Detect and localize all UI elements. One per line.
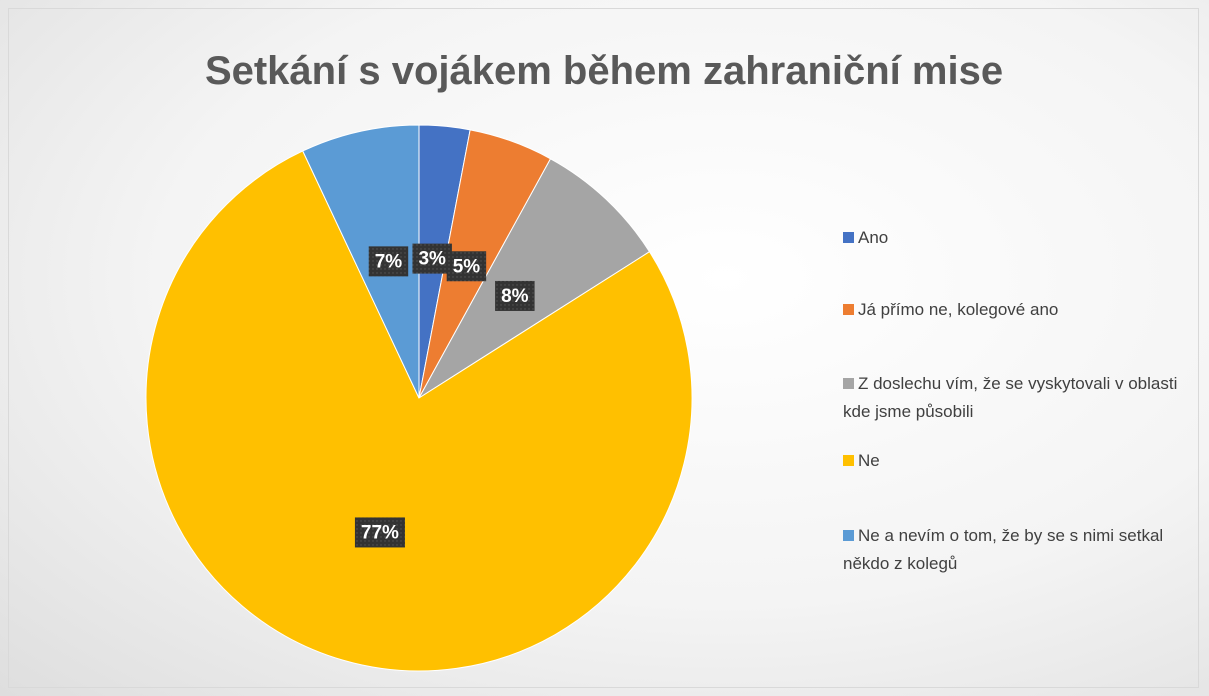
data-label-box xyxy=(495,280,535,311)
data-label-text: 77% xyxy=(361,522,399,543)
chart-frame xyxy=(8,8,1199,688)
legend-label: Ne a nevím o tom, že by se s nimi setkal… xyxy=(843,526,1164,573)
data-label-box xyxy=(354,517,405,548)
legend-label: Já přímo ne, kolegové ano xyxy=(858,300,1059,319)
legend-item: Ne a nevím o tom, že by se s nimi setkal… xyxy=(843,522,1188,578)
data-label-text: 3% xyxy=(418,249,446,270)
pie-slice xyxy=(418,158,651,399)
legend-swatch xyxy=(843,530,854,541)
legend-swatch xyxy=(843,378,854,389)
chart-title: Setkání s vojákem během zahraniční mise xyxy=(205,49,1003,93)
data-label: 7% xyxy=(368,246,409,277)
data-label-box xyxy=(412,243,452,274)
pie-slice xyxy=(302,124,420,399)
legend-label: Ne xyxy=(858,451,880,470)
legend-swatch xyxy=(843,304,854,315)
data-label-box xyxy=(368,246,409,277)
legend-label: Ano xyxy=(858,228,889,247)
legend-item: Ne xyxy=(843,447,1188,475)
legend-item: Z doslechu vím, že se vyskytovali v obla… xyxy=(843,370,1188,426)
data-label: 5% xyxy=(446,251,487,282)
legend-item: Já přímo ne, kolegové ano xyxy=(843,296,1188,324)
legend-label: Z doslechu vím, že se vyskytovali v obla… xyxy=(843,374,1178,421)
data-label: 8% xyxy=(495,280,535,311)
legend-swatch xyxy=(843,232,854,243)
data-label-text: 5% xyxy=(453,256,481,277)
data-label-text: 8% xyxy=(501,286,529,307)
pie-slice xyxy=(145,150,693,672)
data-label: 3% xyxy=(412,243,452,274)
legend-swatch xyxy=(843,455,854,466)
data-label-box xyxy=(446,251,487,282)
legend-item: Ano xyxy=(843,224,1188,252)
data-label-text: 7% xyxy=(375,251,403,272)
data-label: 77% xyxy=(354,517,405,548)
